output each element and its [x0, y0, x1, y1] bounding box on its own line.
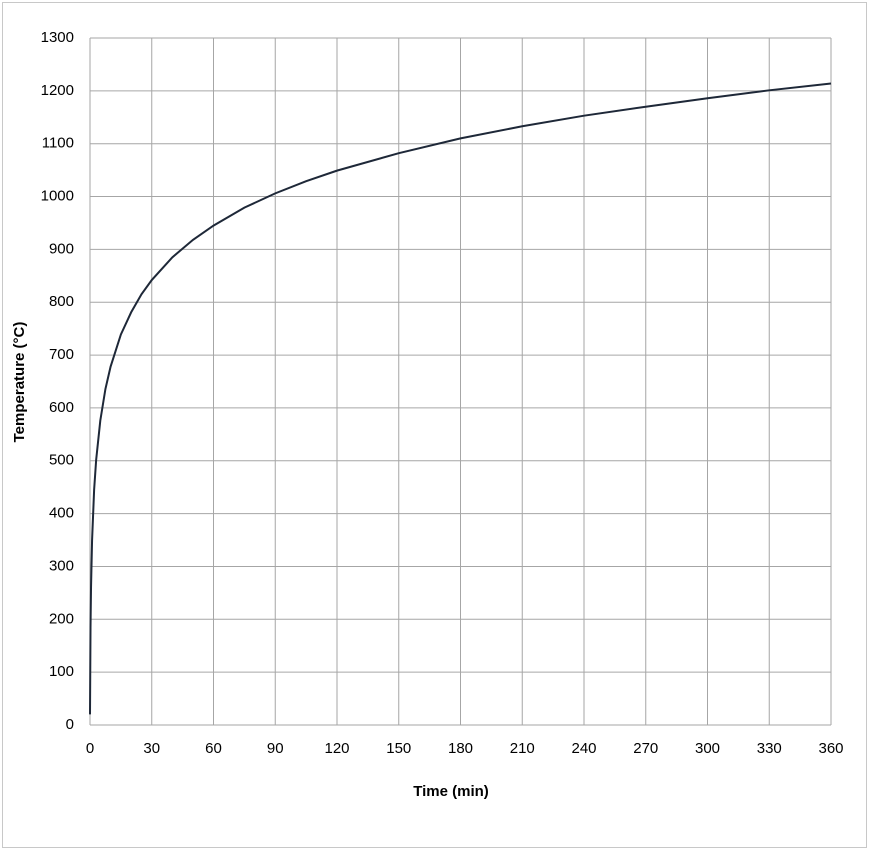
y-tick-label: 900 — [49, 240, 74, 257]
y-tick-label: 1300 — [41, 29, 74, 46]
x-tick-label: 120 — [324, 740, 349, 757]
y-tick-label: 600 — [49, 399, 74, 416]
y-tick-label: 400 — [49, 505, 74, 522]
y-tick-label: 1000 — [41, 188, 74, 205]
x-tick-label: 330 — [757, 740, 782, 757]
x-tick-label: 30 — [143, 740, 160, 757]
data-line — [89, 82, 832, 715]
x-tick-label: 360 — [818, 740, 843, 757]
y-tick-label: 1100 — [42, 135, 74, 152]
x-tick-label: 270 — [633, 740, 658, 757]
y-tick-label: 800 — [49, 293, 74, 310]
x-tick-label: 150 — [386, 740, 411, 757]
x-tick-label: 300 — [695, 740, 720, 757]
y-tick-label: 500 — [49, 452, 74, 469]
x-tick-label: 240 — [571, 740, 596, 757]
y-tick-label: 100 — [49, 663, 74, 680]
x-tick-label: 210 — [510, 740, 535, 757]
y-axis-title: Temperature (°C) — [11, 322, 28, 443]
y-tick-label: 700 — [49, 346, 74, 363]
y-tick-label: 300 — [49, 557, 74, 574]
y-tick-label: 0 — [66, 716, 74, 733]
x-axis-title: Time (min) — [413, 783, 489, 800]
x-tick-label: 0 — [86, 740, 94, 757]
y-tick-label: 1200 — [41, 82, 74, 99]
x-tick-label: 60 — [205, 740, 222, 757]
x-tick-label: 90 — [267, 740, 284, 757]
x-tick-label: 180 — [448, 740, 473, 757]
y-tick-label: 200 — [49, 610, 74, 627]
